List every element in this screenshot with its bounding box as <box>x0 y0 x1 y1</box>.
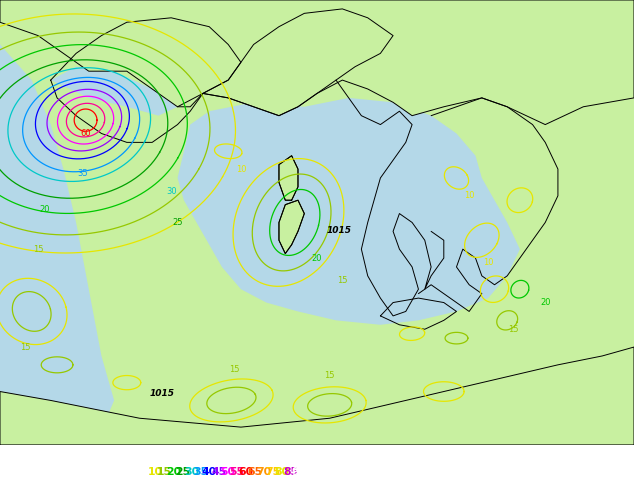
Text: 35: 35 <box>77 169 87 178</box>
Text: 85: 85 <box>283 467 298 477</box>
Polygon shape <box>0 45 114 445</box>
Text: 25: 25 <box>172 218 183 227</box>
Text: 45: 45 <box>211 467 226 477</box>
Text: 15: 15 <box>157 467 172 477</box>
Text: 15: 15 <box>508 325 519 334</box>
Text: 70: 70 <box>256 467 271 477</box>
Text: 20: 20 <box>312 253 322 263</box>
Text: 30: 30 <box>166 187 176 196</box>
Text: Surface pressure [hPa] ECMWF: Surface pressure [hPa] ECMWF <box>3 448 172 458</box>
Text: 10: 10 <box>236 165 246 173</box>
Text: 1015: 1015 <box>327 226 352 235</box>
Polygon shape <box>51 67 178 116</box>
Text: © weatheronline.co.uk weatheronline.co.uk: © weatheronline.co.uk weatheronline.co.u… <box>500 467 634 477</box>
Text: 35: 35 <box>193 467 208 477</box>
Polygon shape <box>0 0 634 124</box>
Text: 15: 15 <box>20 343 30 351</box>
Text: 20: 20 <box>540 298 550 307</box>
Text: 15: 15 <box>33 245 43 254</box>
Text: 30: 30 <box>184 467 199 477</box>
Text: Tu 28-05-2024 12:00 UTC (00+60): Tu 28-05-2024 12:00 UTC (00+60) <box>444 448 631 458</box>
Polygon shape <box>279 200 304 254</box>
Text: 15: 15 <box>325 371 335 380</box>
Text: 15: 15 <box>230 365 240 374</box>
Text: 20: 20 <box>166 467 181 477</box>
Text: 40: 40 <box>202 467 217 477</box>
Text: 15: 15 <box>337 276 347 285</box>
Text: 90: 90 <box>292 467 307 477</box>
Text: 65: 65 <box>247 467 262 477</box>
Text: 10: 10 <box>483 258 493 267</box>
Text: 80: 80 <box>274 467 289 477</box>
Text: 1015: 1015 <box>149 389 174 398</box>
Polygon shape <box>178 98 520 325</box>
Polygon shape <box>279 156 298 200</box>
Text: 25: 25 <box>175 467 190 477</box>
Text: 50: 50 <box>220 467 235 477</box>
Polygon shape <box>0 347 634 445</box>
Text: 10: 10 <box>464 191 474 200</box>
Text: 10: 10 <box>148 467 163 477</box>
Text: 60: 60 <box>238 467 253 477</box>
Text: 55: 55 <box>229 467 244 477</box>
Text: 20: 20 <box>39 205 49 214</box>
Text: 60: 60 <box>81 129 91 138</box>
Text: Isotachs 10m (km/h): Isotachs 10m (km/h) <box>3 467 122 477</box>
Text: 75: 75 <box>265 467 280 477</box>
